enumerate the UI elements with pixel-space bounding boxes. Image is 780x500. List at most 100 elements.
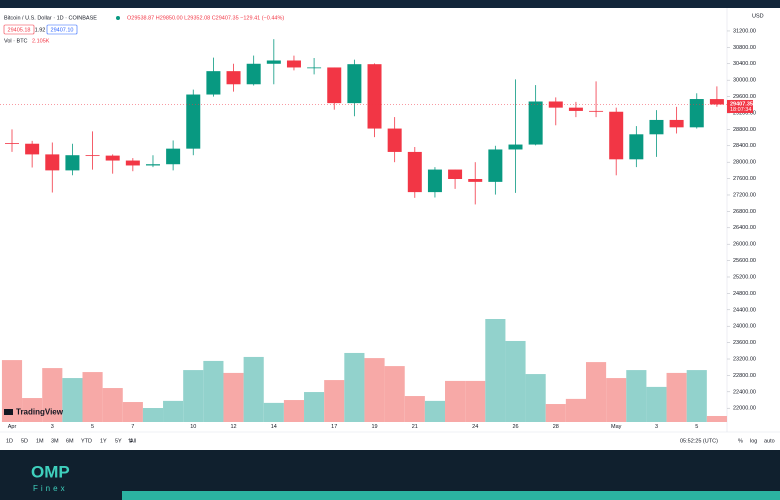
y-tick-label: 26400.00 (733, 225, 756, 231)
candle-body (45, 154, 60, 171)
candle-body (448, 169, 463, 179)
y-tick-label: 22400.00 (733, 389, 756, 395)
x-tick-label: 17 (331, 424, 337, 430)
volume-bar (404, 396, 425, 422)
volume-bar (344, 352, 365, 422)
market-status (116, 16, 120, 20)
symbol-title: Bitcoin / U.S. Dollar · 1D · COINBASE (4, 15, 97, 21)
range-button[interactable]: 3M (51, 438, 59, 444)
volume-bar (525, 374, 546, 422)
volume-bar (505, 340, 526, 422)
y-tick-label: 29600.00 (733, 94, 756, 100)
axis-option[interactable]: auto (764, 438, 775, 444)
range-button[interactable]: 5Y (115, 438, 122, 444)
candle-body (568, 107, 583, 111)
candle-body (689, 99, 704, 128)
candle-body (528, 101, 543, 145)
volume-bar (183, 370, 204, 422)
ask-price: 29407.10 (51, 27, 74, 33)
volume-bar (465, 380, 486, 422)
range-button[interactable]: 1M (36, 438, 44, 444)
volume-bar (223, 372, 244, 422)
volume-bar (283, 400, 305, 422)
y-tick-label: 29200.00 (733, 110, 756, 116)
y-tick-label: 26000.00 (733, 242, 756, 248)
brand-sub: Finex (33, 484, 68, 493)
volume-bar (606, 378, 627, 422)
y-tick-label: 28000.00 (733, 160, 756, 166)
y-tick-label: 27600.00 (733, 176, 756, 182)
candle-body (387, 128, 402, 152)
candle-body (649, 119, 664, 135)
range-bar: 1D 5D 1M 3M 6M YTD 1Y 5Y All (6, 438, 136, 444)
x-tick-label: 3 (51, 424, 54, 430)
candle-body (145, 164, 160, 166)
volume-bar (485, 319, 506, 422)
axis-option[interactable]: % (738, 438, 743, 444)
volume-bar (364, 358, 385, 422)
spread: 1.92 (35, 27, 46, 33)
volume-bar (263, 402, 284, 422)
range-button[interactable]: 5D (21, 438, 28, 444)
axis-option[interactable]: log (750, 438, 757, 444)
candle-body (5, 143, 19, 144)
ohlc-legend: O29538.87 H29850.00 L29352.08 C29407.35 … (127, 15, 284, 21)
candle-body (266, 60, 281, 64)
volume-bar (686, 370, 707, 422)
y-tick-label: 25600.00 (733, 258, 756, 264)
ask-box[interactable] (46, 24, 78, 35)
x-tick-label: 5 (91, 424, 94, 430)
x-tick-label: 26 (512, 424, 518, 430)
y-tick-label: 24800.00 (733, 291, 756, 297)
footer-strip (122, 491, 780, 500)
range-button[interactable]: 6M (66, 438, 74, 444)
x-tick-label: 24 (472, 424, 478, 430)
y-tick-label: 26800.00 (733, 209, 756, 215)
last-price-label: 29407.35 (730, 101, 753, 107)
candle-body (669, 119, 684, 128)
y-tick-label: 24400.00 (733, 307, 756, 313)
volume-bar (1, 360, 23, 422)
y-tick-label: 30000.00 (733, 78, 756, 84)
bid-box[interactable] (3, 24, 35, 35)
range-button[interactable]: All (130, 438, 136, 444)
candle-body (709, 99, 724, 105)
x-tick-label: May (611, 424, 622, 430)
logo-text: TradingView (16, 408, 64, 417)
candle-body (367, 64, 382, 129)
x-tick-label: 14 (271, 424, 277, 430)
y-tick-label: 31200.00 (733, 28, 756, 34)
volume-bar (626, 370, 647, 422)
volume-bar (445, 380, 466, 422)
bid-price: 29405.18 (8, 27, 31, 33)
x-tick-label: 21 (412, 424, 418, 430)
plot: 31200.00 30800.00 30400.00 30000.00 29600.00… (0, 28, 756, 430)
candle-body (186, 94, 201, 149)
x-tick-label: 28 (553, 424, 559, 430)
candle-body (105, 155, 120, 161)
candle-body (427, 169, 442, 193)
y-tick-label: 28800.00 (733, 127, 756, 133)
candle-body (166, 148, 181, 165)
volume-bar (646, 386, 667, 422)
x-tick-label: 19 (371, 424, 377, 430)
candle-body (286, 60, 301, 68)
range-button[interactable]: 1D (6, 438, 13, 444)
compare-icon[interactable]: ⇅ (128, 438, 133, 444)
volume-bar (324, 380, 345, 422)
y-tick-label: 24000.00 (733, 324, 756, 330)
y-tick-label: 30800.00 (733, 45, 756, 51)
axis-options: % log auto (738, 438, 775, 444)
volume-bar (384, 366, 405, 422)
currency[interactable]: USD (752, 13, 764, 19)
logo-icon (4, 409, 13, 415)
x-tick-label: 10 (190, 424, 196, 430)
volume-bar (243, 356, 264, 422)
y-tick-label: 28400.00 (733, 143, 756, 149)
range-button[interactable]: 1Y (100, 438, 107, 444)
volume-bar (42, 368, 63, 422)
range-button[interactable]: YTD (81, 438, 92, 444)
candle-body (488, 149, 503, 182)
volume-bar (163, 400, 184, 422)
